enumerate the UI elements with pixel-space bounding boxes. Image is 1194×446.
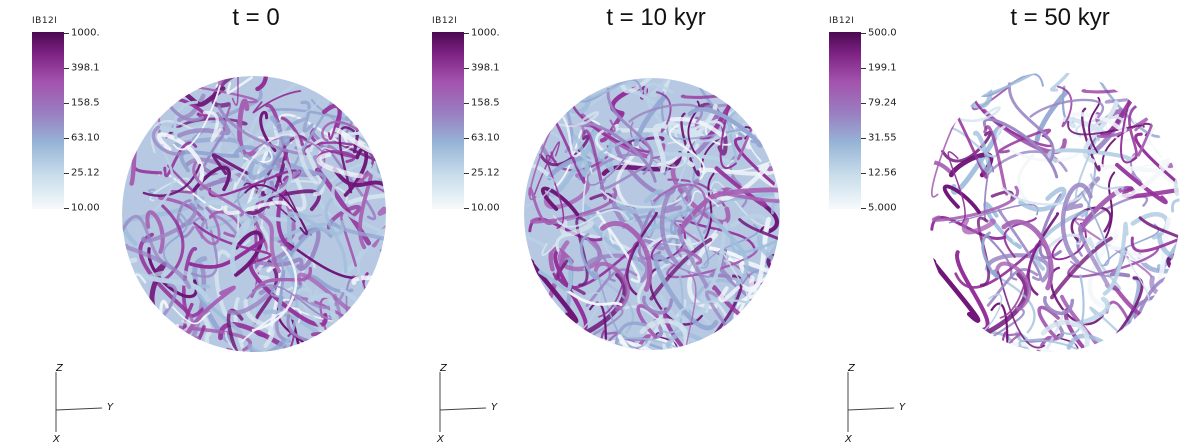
- colorbar-tick: [64, 208, 69, 209]
- magnetic-field-sphere: [122, 76, 386, 352]
- axis-label-z: Z: [439, 363, 448, 374]
- colorbar-label: 199.1: [868, 62, 897, 74]
- axis-label-y: Y: [107, 402, 114, 413]
- colorbar-label: 5.000: [868, 202, 897, 214]
- colorbar-tick: [64, 103, 69, 104]
- colorbar-label: 500.0: [868, 27, 897, 39]
- colorbar-label: 10.00: [471, 202, 500, 214]
- colorbar-tick: [64, 138, 69, 139]
- colorbar-label: 1000.: [71, 27, 100, 39]
- axis-label-x: X: [436, 434, 445, 445]
- axis-label-z: Z: [55, 363, 64, 374]
- colorbar: [32, 32, 64, 209]
- colorbar-label: 25.12: [71, 167, 100, 179]
- panel-title: t = 0: [232, 4, 280, 31]
- panel-t50: t = 50 kyr IB12I 500.0 199.1 79.24 31.55…: [796, 0, 1194, 446]
- colorbar-tick: [861, 173, 866, 174]
- colorbar-tick: [464, 68, 469, 69]
- colorbar-label: 398.1: [471, 62, 500, 74]
- magnetic-field-sphere: [524, 78, 780, 350]
- colorbar-label: 79.24: [868, 97, 897, 109]
- colorbar-tick: [861, 138, 866, 139]
- magnetic-field-sphere: [926, 72, 1180, 352]
- colorbar-tick: [861, 208, 866, 209]
- colorbar-title: IB12I: [432, 16, 458, 26]
- orientation-axes: Z Y X: [844, 363, 906, 445]
- colorbar-label: 63.10: [471, 132, 500, 144]
- colorbar-label: 31.55: [868, 132, 897, 144]
- colorbar: [432, 32, 464, 209]
- orientation-axes: Z Y X: [436, 363, 498, 445]
- colorbar-tick: [464, 138, 469, 139]
- colorbar-label: 398.1: [71, 62, 100, 74]
- colorbar-label: 63.10: [71, 132, 100, 144]
- colorbar-tick: [64, 173, 69, 174]
- colorbar-tick: [861, 33, 866, 34]
- axis-label-x: X: [52, 434, 61, 445]
- orientation-axes: Z Y X: [52, 363, 114, 445]
- colorbar-tick: [861, 103, 866, 104]
- colorbar-label: 12.56: [868, 167, 897, 179]
- colorbar-tick: [64, 68, 69, 69]
- panel-title: t = 10 kyr: [606, 4, 706, 31]
- panel-t0: t = 0 IB12I 1000. 398.1 158.5 63.10 25.1…: [0, 0, 398, 446]
- colorbar-tick: [64, 33, 69, 34]
- panel-t10: t = 10 kyr IB12I 1000. 398.1 158.5 63.10…: [398, 0, 796, 446]
- colorbar-label: 1000.: [471, 27, 500, 39]
- panel-title: t = 50 kyr: [1010, 4, 1110, 31]
- colorbar-tick: [464, 173, 469, 174]
- colorbar-tick: [464, 103, 469, 104]
- colorbar-label: 25.12: [471, 167, 500, 179]
- colorbar-label: 158.5: [471, 97, 500, 109]
- colorbar-title: IB12I: [829, 16, 855, 26]
- axis-label-y: Y: [899, 402, 906, 413]
- axis-label-y: Y: [491, 402, 498, 413]
- colorbar: [829, 32, 861, 209]
- axis-label-x: X: [844, 434, 853, 445]
- colorbar-tick: [464, 208, 469, 209]
- colorbar-label: 158.5: [71, 97, 100, 109]
- colorbar-tick: [464, 33, 469, 34]
- axis-label-z: Z: [847, 363, 856, 374]
- colorbar-title: IB12I: [32, 16, 58, 26]
- colorbar-label: 10.00: [71, 202, 100, 214]
- colorbar-tick: [861, 68, 866, 69]
